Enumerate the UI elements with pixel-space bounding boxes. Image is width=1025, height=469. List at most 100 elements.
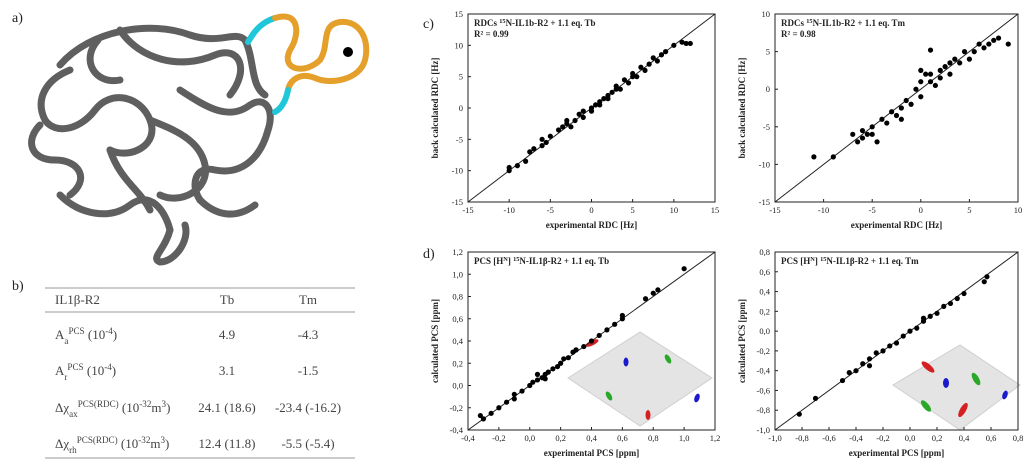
data-point bbox=[511, 391, 517, 397]
data-point bbox=[976, 41, 982, 47]
y-tick-label: 0,4 bbox=[452, 336, 463, 346]
table-header: IL1β-R2 bbox=[55, 292, 100, 307]
data-point bbox=[527, 382, 533, 389]
y-tick-label: 10 bbox=[762, 9, 771, 19]
data-point bbox=[511, 396, 517, 402]
data-point bbox=[539, 136, 545, 142]
text-part: ) bbox=[113, 327, 117, 342]
data-point bbox=[923, 71, 929, 77]
x-tick-label: 0,0 bbox=[524, 433, 535, 443]
scatter-chart: -15 -10 -5 0 5 10 -15 -10 -5 0 5 10 experimental RDC… bbox=[737, 9, 1022, 230]
x-tick-label: 0,4 bbox=[586, 433, 597, 443]
data-point bbox=[927, 71, 934, 77]
data-point bbox=[866, 356, 873, 362]
data-point bbox=[554, 363, 561, 370]
text-part: Δχ bbox=[55, 436, 69, 451]
data-point bbox=[477, 412, 483, 419]
x-tick-label: 0,0 bbox=[905, 433, 916, 443]
x-tick-label: -0,2 bbox=[876, 433, 889, 443]
data-point bbox=[853, 368, 859, 374]
data-point bbox=[971, 49, 977, 55]
data-point bbox=[630, 70, 636, 77]
y-tick-label: 0 bbox=[459, 103, 463, 113]
text-part: -32 bbox=[139, 399, 152, 409]
x-tick-label: 0,4 bbox=[959, 433, 970, 443]
x-tick-label: 1,2 bbox=[710, 433, 721, 443]
y-tick-label: 0,6 bbox=[452, 314, 463, 324]
data-point bbox=[880, 348, 886, 354]
data-point bbox=[679, 39, 685, 45]
row-label: ArPCS (10-4) bbox=[55, 362, 116, 382]
data-point bbox=[681, 266, 687, 272]
data-point bbox=[914, 325, 920, 331]
data-point bbox=[855, 139, 861, 145]
x-tick-label: -5 bbox=[547, 205, 554, 215]
isosurface-inset bbox=[892, 344, 1021, 431]
data-point bbox=[927, 47, 934, 53]
x-tick-label: 10 bbox=[670, 205, 679, 215]
panel-label: a) bbox=[12, 11, 23, 26]
text-part: -4 bbox=[104, 362, 112, 372]
data-point bbox=[961, 49, 968, 55]
data-point bbox=[542, 376, 548, 382]
data-point bbox=[534, 371, 541, 377]
row-label: AaPCS (10-4) bbox=[55, 326, 117, 346]
data-point bbox=[918, 67, 924, 73]
data-point bbox=[519, 388, 525, 394]
annotation: PCS [HN] 15N-IL1β-R2 + 1.1 eq. Tb bbox=[474, 256, 609, 267]
text-part: ) bbox=[165, 436, 169, 451]
text-part: 15 bbox=[513, 256, 519, 263]
text-part: -32 bbox=[138, 435, 151, 445]
data-point bbox=[612, 321, 618, 327]
x-tick-label: -0,2 bbox=[492, 433, 505, 443]
y-axis-label: calculated PCS [ppm] bbox=[737, 299, 747, 383]
data-point bbox=[496, 405, 502, 411]
y-axis-label: calculated PCS [ppm] bbox=[430, 299, 440, 383]
text-part: (10 bbox=[118, 436, 139, 451]
y-tick-label: 0,0 bbox=[759, 326, 770, 336]
data-point bbox=[920, 315, 927, 321]
identity-line bbox=[774, 13, 1019, 203]
data-point bbox=[568, 124, 574, 130]
row-label: ΔχrhPCS(RDC) (10-32m3) bbox=[55, 435, 169, 455]
x-tick-label: -10 bbox=[818, 205, 829, 215]
y-tick-label: 0,2 bbox=[452, 358, 463, 368]
y-tick-label: -1,0 bbox=[757, 425, 770, 435]
x-tick-label: 0 bbox=[919, 205, 923, 215]
y-tick-label: -5 bbox=[456, 134, 463, 144]
table-cell: 24.1 (18.6) bbox=[198, 400, 255, 415]
data-point bbox=[942, 64, 948, 70]
data-point bbox=[887, 343, 893, 349]
annotation: RDCs 15N-IL1b-R2 + 1.1 eq. Tb bbox=[474, 18, 596, 29]
x-tick-label: 15 bbox=[711, 205, 720, 215]
x-tick-label: 5 bbox=[631, 205, 635, 215]
data-point bbox=[918, 79, 924, 85]
data-point bbox=[947, 300, 954, 307]
data-point bbox=[866, 363, 873, 369]
data-point bbox=[932, 82, 938, 89]
data-point bbox=[864, 131, 870, 137]
x-tick-label: 0,6 bbox=[986, 433, 997, 443]
y-tick-label: 5 bbox=[459, 72, 463, 82]
text-part: rh bbox=[69, 445, 77, 455]
data-point bbox=[588, 338, 595, 344]
data-point bbox=[543, 139, 549, 146]
data-point bbox=[683, 40, 689, 47]
data-point bbox=[859, 135, 866, 141]
text-part: Δχ bbox=[55, 400, 69, 415]
data-point bbox=[646, 61, 652, 67]
data-point bbox=[581, 343, 587, 350]
text-part: a bbox=[64, 336, 68, 346]
data-point bbox=[961, 290, 967, 297]
x-tick-label: -15 bbox=[769, 205, 780, 215]
data-point bbox=[593, 102, 599, 108]
data-point bbox=[650, 55, 656, 61]
text-part: PCS [H bbox=[781, 256, 810, 266]
text-part: r bbox=[64, 372, 67, 382]
x-tick-label: 0 bbox=[589, 205, 593, 215]
text-part: RDCs bbox=[474, 18, 499, 28]
r-squared: R² = 0.99 bbox=[474, 29, 509, 39]
data-point bbox=[619, 312, 625, 319]
x-axis-label: experimental RDC [Hz] bbox=[851, 220, 942, 230]
data-point bbox=[580, 108, 586, 114]
